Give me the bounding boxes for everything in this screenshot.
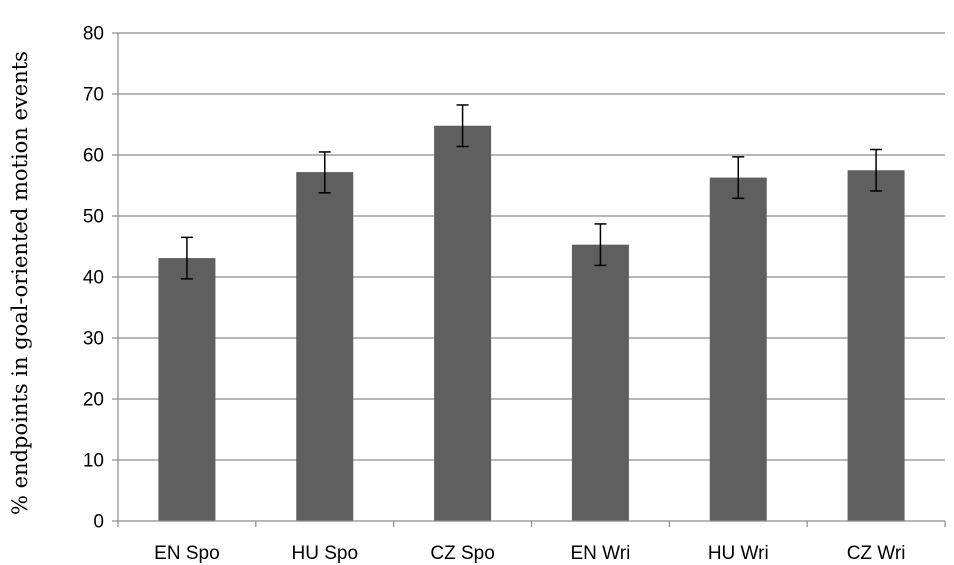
y-tick-label: 20 [83,390,104,411]
y-tick-label: 30 [83,329,104,350]
x-tick-label: EN Spo [154,543,219,564]
gridlines [118,32,945,461]
x-tick-label: CZ Spo [430,543,494,564]
x-tick-label: HU Wri [708,543,769,564]
axes [112,32,946,527]
y-tick-label: 60 [83,146,104,167]
x-tick-label: HU Spo [291,543,358,564]
bar [434,125,492,521]
error-bars [180,104,883,280]
bar [709,177,767,521]
y-tick-label: 40 [83,268,104,289]
y-tick-label: 10 [83,451,104,472]
x-tick-label: CZ Wri [847,543,906,564]
bar [296,172,354,521]
y-axis-title: % endpoints in goal-oriented motion even… [8,51,32,515]
bar [158,258,216,521]
y-tick-label: 50 [83,207,104,228]
bar [847,170,905,521]
x-tick-labels: EN Spo HU Spo CZ Spo EN Wri HU Wri CZ Wri [154,543,905,564]
y-tick-label: 0 [93,512,104,533]
x-tick-label: EN Wri [571,543,631,564]
y-tick-labels: 0 10 20 30 40 50 60 70 80 [83,24,104,533]
y-tick-label: 80 [83,24,104,45]
y-tick-label: 70 [83,85,104,106]
bars [158,125,905,522]
bar [571,244,629,522]
